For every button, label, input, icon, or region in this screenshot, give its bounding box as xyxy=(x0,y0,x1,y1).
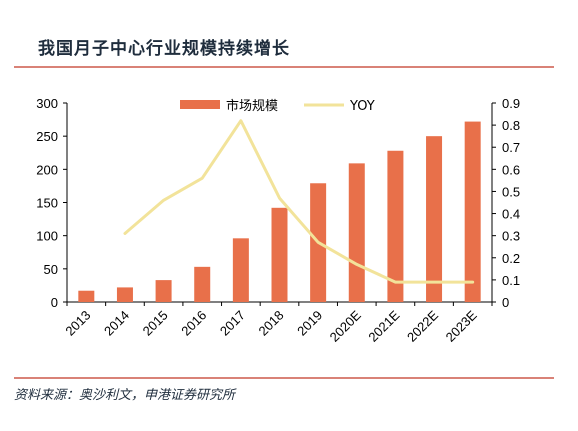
bottom-divider xyxy=(14,377,554,379)
bar xyxy=(78,290,95,302)
x-tick-label: 2023E xyxy=(443,307,480,344)
y-left-tick-label: 200 xyxy=(36,162,58,177)
y-left-tick-label: 0 xyxy=(51,295,58,310)
x-tick-label: 2016 xyxy=(178,308,209,339)
y-right-tick-label: 0.3 xyxy=(502,229,520,244)
bar xyxy=(426,136,443,302)
x-tick-label: 2013 xyxy=(62,308,93,339)
legend-label: YOY xyxy=(349,99,375,114)
y-right-tick-label: 0.7 xyxy=(502,140,520,155)
source-note: 资料来源：奥沙利文，申港证券研究所 xyxy=(14,388,236,403)
chart-title: 我国月子中心行业规模持续增长 xyxy=(38,39,290,59)
bar xyxy=(194,266,211,302)
y-right-tick-label: 0.2 xyxy=(502,251,520,266)
x-tick-label: 2019 xyxy=(294,308,325,339)
bar xyxy=(348,163,365,302)
x-tick-label: 2021E xyxy=(365,307,402,344)
bar xyxy=(271,207,288,302)
y-right-tick-label: 0.9 xyxy=(502,96,520,111)
x-tick-label: 2014 xyxy=(101,308,132,339)
bar xyxy=(232,238,249,302)
y-right-tick-label: 0.4 xyxy=(502,207,520,222)
y-left-tick-label: 100 xyxy=(36,229,58,244)
bar xyxy=(387,150,404,302)
legend-label: 市场规模 xyxy=(226,98,278,114)
y-right-tick-label: 0 xyxy=(502,295,509,310)
y-left-tick-label: 150 xyxy=(36,196,58,211)
bar xyxy=(155,280,172,302)
yoy-line xyxy=(123,119,475,284)
y-right-tick-label: 0.5 xyxy=(502,184,520,199)
x-tick-label: 2017 xyxy=(217,308,248,339)
x-tick-label: 2022E xyxy=(404,307,441,344)
legend-swatch-bar xyxy=(180,100,220,109)
top-divider xyxy=(14,66,554,68)
x-tick-label: 2020E xyxy=(327,307,364,344)
x-tick-label: 2015 xyxy=(140,308,171,339)
bar xyxy=(464,121,481,302)
y-left-tick-label: 50 xyxy=(44,262,58,277)
y-left-tick-label: 300 xyxy=(36,96,58,111)
x-tick-label: 2018 xyxy=(256,308,287,339)
y-right-tick-label: 0.6 xyxy=(502,162,520,177)
bar xyxy=(116,287,133,302)
y-left-tick-label: 250 xyxy=(36,129,58,144)
y-right-tick-label: 0.8 xyxy=(502,118,520,133)
y-right-tick-label: 0.1 xyxy=(502,273,520,288)
